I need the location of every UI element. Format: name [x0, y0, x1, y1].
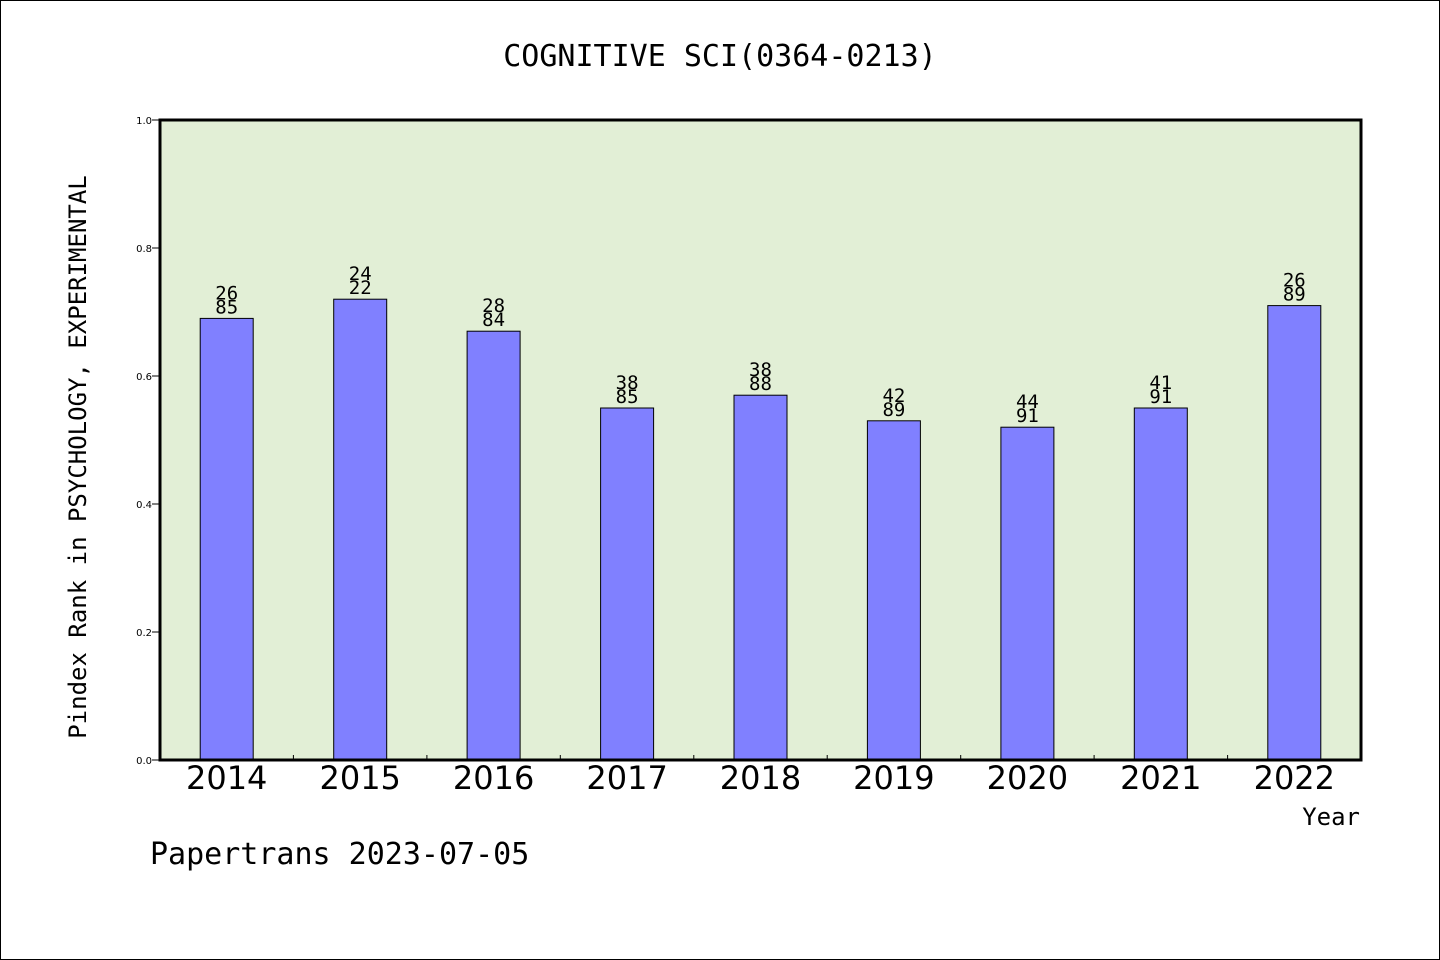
bar-2014 [199, 317, 254, 761]
x-tick-label-2019: 2019 [853, 759, 934, 797]
y-tick-label-0.2: 0.2 [136, 628, 152, 639]
bar-label-total-2017: 85 [616, 386, 639, 408]
bar-label-total-2021: 91 [1149, 386, 1172, 408]
bar-2015 [333, 298, 388, 761]
bar-label-rank-2017: 38 [616, 372, 639, 394]
bar-label-total-2022: 89 [1283, 284, 1306, 306]
bar-label-rank-2022: 26 [1283, 270, 1306, 292]
y-axis-label: Pindex Rank in PSYCHOLOGY, EXPERIMENTAL [64, 175, 92, 739]
bar-label-total-2018: 88 [749, 373, 772, 395]
axis-ticks-layer: 2014 2015 2016 2017 2018 2019 2020 2021 2022 0.0 0… [136, 116, 1335, 797]
y-tick-label-0.6: 0.6 [136, 372, 152, 383]
bar-label-total-2015: 22 [349, 277, 372, 299]
bar-2021 [1133, 407, 1188, 761]
bar-2022 [1267, 305, 1322, 761]
bar-2020 [1000, 426, 1055, 761]
y-tick-label-1.0: 1.0 [136, 116, 152, 127]
bar-label-total-2016: 84 [482, 309, 505, 331]
bar-label-total-2019: 89 [882, 399, 905, 421]
bar-2019 [866, 420, 921, 761]
x-tick-label-2015: 2015 [319, 759, 400, 797]
chart-title: COGNITIVE SCI(0364-0213) [503, 39, 936, 74]
bar-label-rank-2019: 42 [882, 385, 905, 407]
bar-label-rank-2014: 26 [215, 282, 238, 304]
bar-2018 [733, 394, 788, 761]
bar-2017 [600, 407, 655, 761]
x-axis-label: Year [1302, 803, 1360, 831]
bar-label-total-2014: 85 [215, 296, 238, 318]
x-tick-label-2018: 2018 [720, 759, 801, 797]
bar-label-rank-2018: 38 [749, 359, 772, 381]
x-tick-label-2017: 2017 [586, 759, 667, 797]
plot-border [158, 118, 1363, 762]
footer-credit: Papertrans 2023-07-05 [150, 837, 529, 872]
y-tick-label-0.8: 0.8 [136, 244, 152, 255]
bars-layer [199, 298, 1322, 761]
x-tick-label-2022: 2022 [1254, 759, 1335, 797]
bar-label-total-2020: 91 [1016, 405, 1039, 427]
bar-2016 [466, 330, 521, 761]
x-tick-label-2014: 2014 [186, 759, 267, 797]
bar-label-rank-2021: 41 [1149, 372, 1172, 394]
y-tick-label-0.0: 0.0 [136, 756, 152, 767]
bar-label-rank-2020: 44 [1016, 391, 1039, 413]
bar-label-rank-2016: 28 [482, 295, 505, 317]
x-tick-label-2021: 2021 [1120, 759, 1201, 797]
y-tick-label-0.4: 0.4 [136, 500, 152, 511]
x-tick-label-2016: 2016 [453, 759, 534, 797]
x-tick-label-2020: 2020 [987, 759, 1068, 797]
bar-label-rank-2015: 24 [349, 263, 372, 285]
